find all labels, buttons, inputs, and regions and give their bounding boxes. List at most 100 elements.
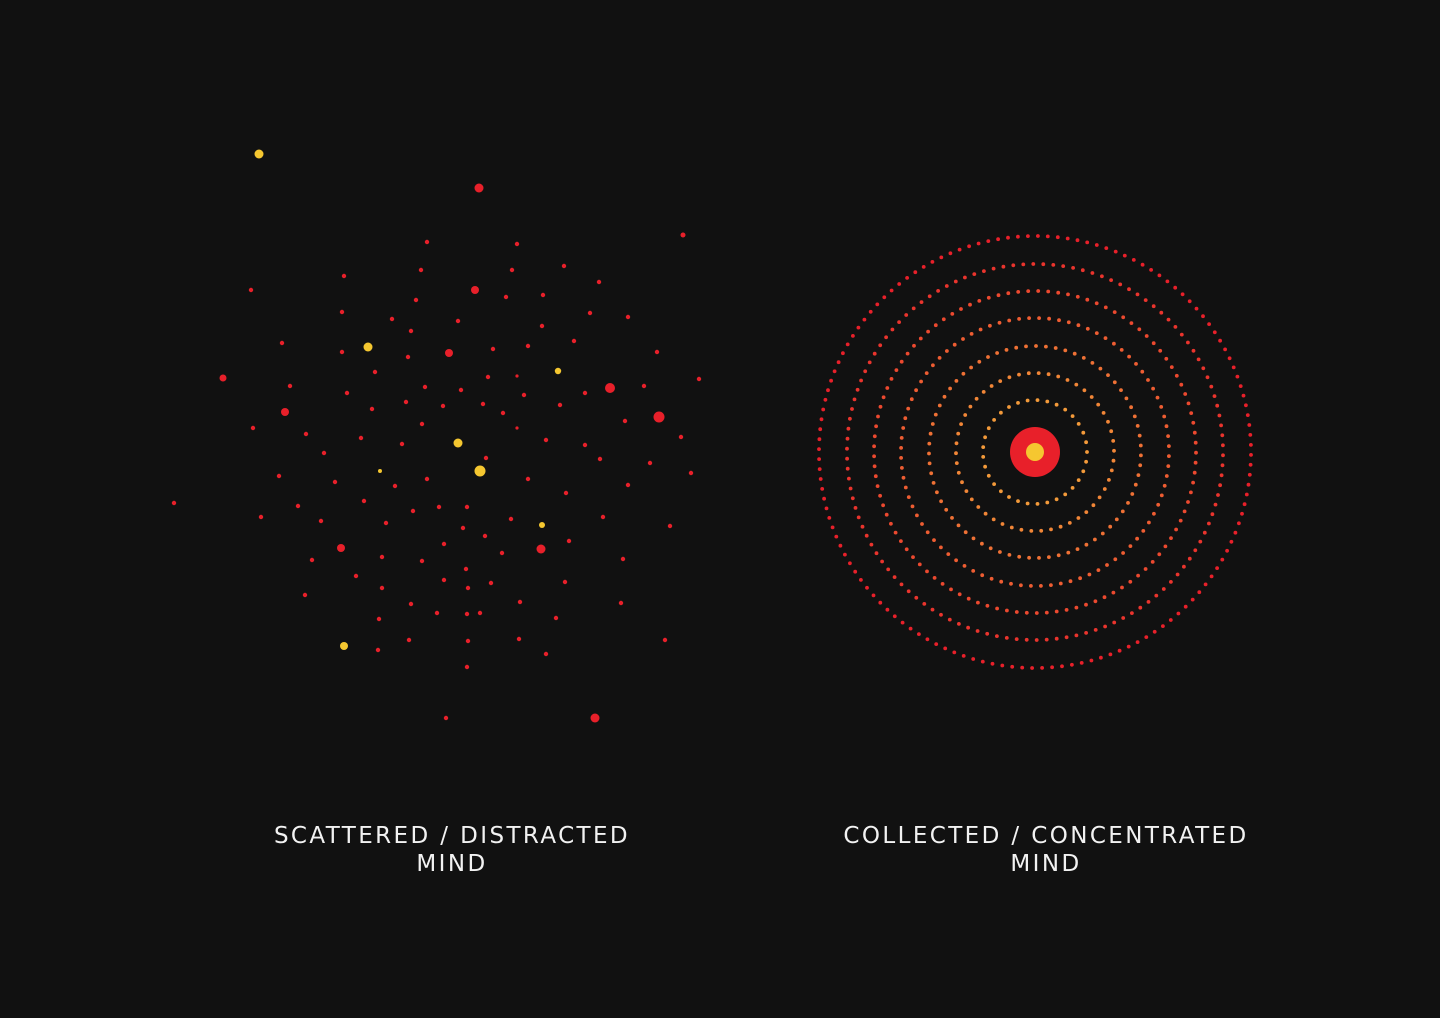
ring-dot [1210,512,1215,517]
ring-dot [1084,510,1089,514]
ring-dot [1154,593,1159,598]
ring-dot [962,564,967,568]
ring-dot [909,397,914,402]
ring-dot [894,368,899,372]
ring-dot [905,276,909,280]
ring-dot [1103,305,1108,310]
ring-dot [1152,511,1156,516]
scatter-dot [413,297,419,303]
ring-dot [954,461,959,465]
ring-dot [1135,424,1140,428]
scatter-dot [625,482,631,488]
ring-dot [915,513,919,518]
scatter-dot [379,554,385,560]
scatter-dot [281,408,289,416]
ring-dot [1169,365,1174,369]
ring-dot [1219,473,1224,478]
ring-dot [944,284,949,288]
scatter-dot [557,402,563,408]
ring-dot [919,300,924,304]
ring-dot [1036,289,1041,293]
ring-dot [985,631,990,636]
ring-dot [1126,501,1130,505]
ring-dot [1164,474,1169,478]
ring-dot [1130,611,1134,615]
ring-dot [1174,527,1178,532]
ring-dot [991,517,996,522]
ring-dot [1191,348,1196,353]
ring-dot [1076,422,1081,426]
ring-dot [1245,413,1250,417]
ring-dot [937,356,942,360]
scatter-dot [680,232,686,238]
ring-dot [1009,581,1013,586]
concentric-dot-rings [817,234,1253,670]
ring-dot [969,497,974,502]
scattered-mind-caption: SCATTERED / DISTRACTED MIND [207,822,697,878]
ring-dot [872,351,877,356]
ring-dot [1108,652,1113,657]
ring-dot [830,525,835,530]
ring-dot [933,412,938,417]
scatter-dot [389,316,395,322]
ring-dot [991,266,996,271]
ring-dot [1085,326,1090,331]
ring-dot [963,530,968,535]
ring-dot [1070,662,1074,667]
ring-dot [850,407,854,411]
ring-dot [1144,334,1149,338]
ring-dot [948,251,953,256]
ring-dot [1057,318,1061,323]
ring-dot [998,379,1003,383]
ring-dot [903,485,908,490]
ring-dot [1248,462,1253,467]
scatter-dot [250,425,256,431]
ring-dot [1131,258,1136,262]
scatter-dot [597,456,603,462]
ring-dot [899,539,903,543]
scatter-dot [499,550,505,556]
scatter-dot [582,390,588,396]
ring-dot [1180,292,1185,297]
ring-dot [1063,348,1068,353]
ring-dot [1238,384,1243,388]
scatter-dot [248,287,254,293]
ring-dot [1220,557,1225,562]
ring-dot [1166,434,1170,438]
ring-dot [950,312,955,316]
ring-dot [930,607,935,612]
ring-dot [956,431,961,436]
scatter-dot [309,557,315,563]
ring-dot [1058,581,1063,586]
ring-dot [959,422,963,426]
ring-dot [964,489,969,493]
ring-dot [872,454,876,459]
ring-dot [904,547,909,552]
ring-dot [865,585,869,590]
ring-dot [1175,572,1180,577]
ring-dot [939,612,943,617]
ring-dot [1078,576,1082,581]
ring-dot [1020,665,1025,670]
ring-dot [1089,395,1094,399]
ring-dot [1097,495,1102,500]
ring-dot [935,490,939,495]
ring-dot [943,646,948,651]
ring-dot [1075,547,1080,551]
ring-dot [878,600,883,605]
ring-dot [998,550,1002,554]
ring-dot [1157,552,1162,557]
ring-dot [1127,354,1131,359]
scatter-dot [553,615,559,621]
scatter-dot [440,403,446,409]
ring-dot [1000,663,1005,668]
ring-dot [829,378,833,383]
ring-dot [906,406,911,411]
ring-dot [1194,306,1199,311]
ring-dot [1039,584,1043,588]
ring-dot [1209,574,1214,579]
scatter-dot [422,384,428,390]
ring-dot [874,424,878,429]
scatter-dot [406,637,412,643]
